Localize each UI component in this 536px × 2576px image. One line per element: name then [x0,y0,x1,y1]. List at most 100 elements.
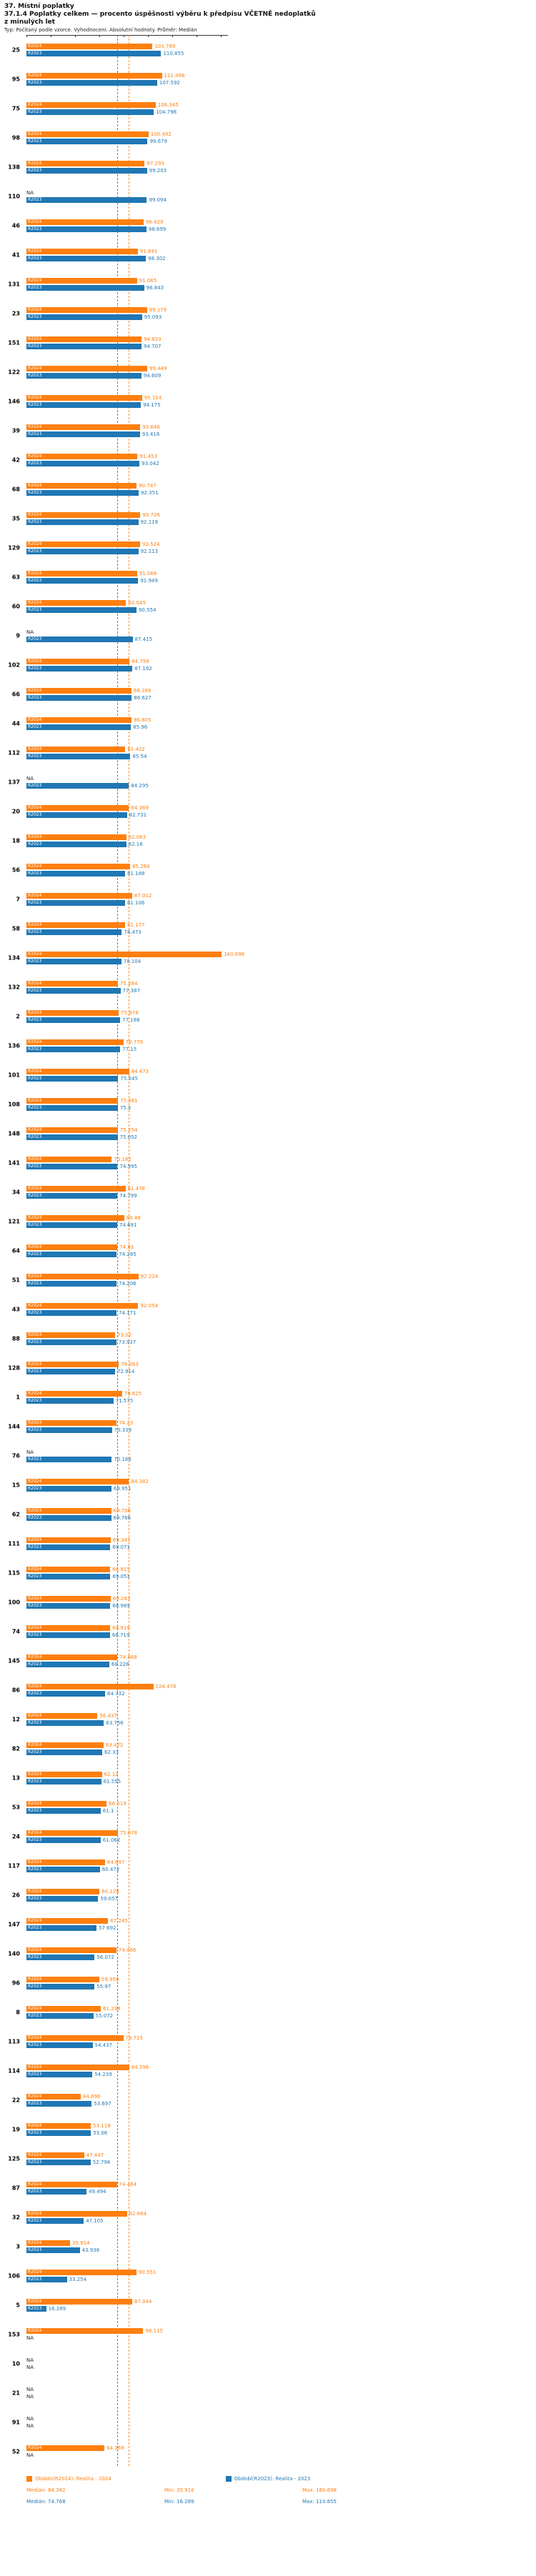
bar-value-label: 78.473 [124,929,142,935]
bar-r2023: R2023 [26,1427,112,1433]
bar-r2023: R2023 [26,1573,111,1579]
bar-value-label: 82.045 [128,599,146,606]
bar-r2023: R2023 [26,1514,111,1521]
na-label: NA [26,629,34,635]
bar-r2024: R2024 [26,1302,139,1309]
bar-r2023: R2023 [26,1368,115,1374]
bar-r2024: R2024 [26,1214,124,1221]
na-label: NA [26,189,34,196]
bar-series-label: R2023 [28,1602,42,1608]
bar-series-label: R2024 [28,1068,42,1074]
bar-r2023: R2023 [26,929,122,935]
bar-line-r2023: R2023 84.295 [26,782,536,789]
bar-r2024: R2024 [26,1917,109,1924]
bar-series-label: R2023 [28,1895,42,1901]
bar-pair-row: 68 R2024 90.747 R2023 92.351 [0,474,536,504]
bar-series-label: R2024 [28,1566,42,1572]
bar-value-label: 75.2 [119,1104,131,1111]
bar-series-label: R2023 [28,1046,42,1052]
bar-r2024: R2024 [26,2298,132,2305]
bar-series-label: R2023 [28,519,42,524]
bar-series-label: R2024 [28,1917,42,1923]
bar-pair-row: 101 R2024 84.473 R2023 75.545 [0,1060,536,1089]
bar-series-label: R2024 [28,2327,42,2333]
bar-pair-row: 153 R2024 96.115 NA [0,2320,536,2349]
bar-r2023: R2023 [26,79,157,86]
bar-series-label: R2024 [28,2093,42,2099]
entity-id-label: 12 [11,1716,20,1722]
bar-line-r2024: R2024 74.83 [26,1244,536,1250]
bar-line-r2023: R2023 92.119 [26,519,536,525]
bar-r2024: R2024 [26,1361,119,1367]
entity-id-label: 108 [8,1101,20,1107]
median-line-r2023 [117,35,119,2466]
bar-value-label: 81.106 [126,899,145,906]
bar-line-r2023: R2023 47.105 [26,2217,536,2224]
bar-series-label: R2023 [28,753,42,759]
bar-series-label: R2024 [28,511,42,517]
na-label: NA [26,2357,34,2363]
bar-series-label: R2024 [28,453,42,459]
bar-pair-row: 115 R2024 68.915 R2023 69.051 [0,1558,536,1587]
bar-line-r2023: R2023 78.104 [26,958,536,964]
bar-pair-row: 95 R2024 111.498 R2023 107.592 [0,64,536,94]
bar-series-label: R2024 [28,892,42,898]
bar-value-label: 99.179 [149,306,167,313]
bar-value-label: 73.02 [117,1332,132,1338]
bar-series-label: R2023 [28,1427,42,1432]
page-title: 37. Místní poplatky [4,3,74,10]
bar-value-label: 84.798 [131,658,149,664]
entity-id-label: 1 [16,1394,20,1400]
bar-pair-row: 43 R2024 92.054 R2023 74.171 [0,1294,536,1324]
bar-line-r2024: R2024 69.347 [26,1537,536,1543]
entity-id-label: 128 [8,1364,20,1371]
bar-value-label: 77.186 [122,1017,140,1023]
bar-series-label: R2023 [28,1017,42,1022]
entity-id-label: 102 [8,662,20,668]
bar-line-r2024: R2024 68.915 [26,1566,536,1572]
bar-value-label: 74.206 [119,1280,137,1287]
bar-value-label: 91.453 [139,453,157,459]
bar-value-label: 82.731 [129,812,147,818]
bar-series-label: R2024 [28,2005,42,2011]
bar-value-label: 53.697 [94,2100,111,2107]
bar-pair-row: 125 R2024 47.447 R2023 52.798 [0,2144,536,2173]
bar-r2023: R2023 [26,2042,93,2048]
bar-series-label: R2024 [28,951,42,957]
bar-pair-row: 108 R2024 75.381 R2023 75.2 [0,1089,536,1119]
bar-value-label: 69.951 [113,1485,131,1492]
bar-series-label: R2023 [28,284,42,290]
entity-id-label: 138 [8,164,20,170]
bar-series-label: R2024 [28,336,42,341]
bar-series-label: R2023 [28,870,42,876]
bar-r2024: R2024 [26,922,125,928]
bar-value-label: 68.969 [112,1602,130,1609]
bar-series-label: R2024 [28,1273,42,1279]
bar-series-label: R2023 [28,577,42,583]
bar-line-r2024: NA [26,2386,536,2392]
bar-value-label: 74.23 [119,1419,134,1426]
bar-series-label: R2023 [28,138,42,144]
bar-series-label: R2023 [28,2100,42,2106]
bar-series-label: R2024 [28,746,42,752]
bar-line-r2024: R2024 47.447 [26,2152,536,2158]
bar-series-label: R2024 [28,599,42,605]
entity-id-label: 26 [11,1892,20,1898]
bar-pair-row: 56 R2024 85.284 R2023 81.188 [0,855,536,884]
bar-value-label: 63.472 [105,1742,124,1748]
bar-line-r2024: R2024 64.169 [26,2445,536,2451]
bar-value-label: 74.691 [119,1222,137,1228]
bar-r2024: R2024 [26,2269,137,2275]
bar-r2024: R2024 [26,248,138,254]
bar-series-label: R2023 [28,1778,42,1784]
bar-series-label: R2024 [28,1947,42,1952]
bar-value-label: 68.919 [112,1624,130,1631]
entity-id-label: 3 [16,2243,20,2250]
bar-r2024: R2024 [26,1478,129,1484]
bar-pair-row: 112 R2024 81.402 R2023 85.54 [0,738,536,767]
bar-series-label: R2023 [28,2305,42,2311]
bar-r2024: R2024 [26,1859,105,1865]
bar-series-label: R2023 [28,1690,42,1696]
bar-r2023: R2023 [26,1192,118,1199]
